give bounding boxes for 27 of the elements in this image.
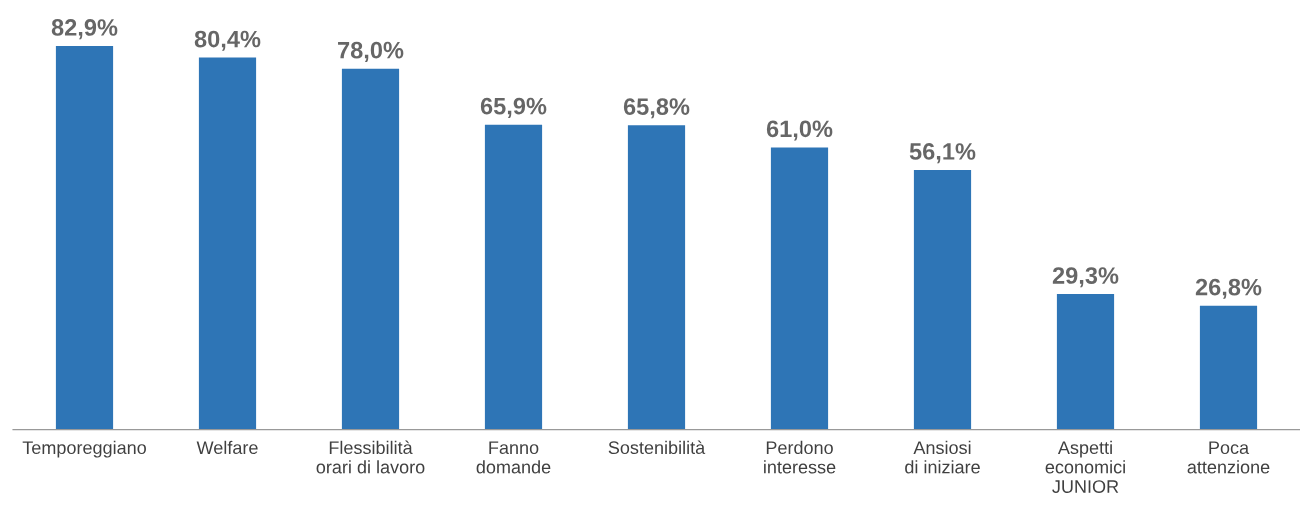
data-label: 80,4% [194, 30, 261, 51]
data-label: 65,8% [623, 98, 690, 119]
x-tick-label: Welfare [196, 440, 258, 455]
data-label: 26,8% [1195, 278, 1262, 299]
bar [627, 125, 686, 430]
x-tick-label: Perdono interesse [764, 440, 836, 474]
bar [341, 68, 400, 430]
bar [913, 170, 972, 430]
x-tick-label: Ansiosi di iniziare [905, 440, 980, 474]
bar [1199, 305, 1258, 430]
bar [198, 57, 257, 430]
x-tick-label: Sostenibilità [608, 440, 706, 455]
bar [770, 147, 829, 430]
bar [55, 46, 114, 430]
data-label: 82,9% [51, 19, 118, 40]
bar [484, 124, 543, 430]
data-label: 78,0% [338, 41, 404, 62]
x-tick-label: Aspetti economici JUNIOR [1045, 440, 1125, 493]
x-tick-label: Poca attenzione [1187, 441, 1270, 474]
data-label: 61,0% [766, 120, 833, 141]
x-tick-label: Flessibilità orari di lavoro [316, 440, 425, 474]
x-tick-label: Temporeggiano [22, 440, 146, 458]
bar [1056, 294, 1115, 430]
data-label: 65,9% [480, 97, 547, 118]
x-tick-label: Fanno domande [476, 441, 551, 474]
data-label: 29,3% [1052, 267, 1119, 288]
data-label: 56,1% [909, 143, 976, 164]
